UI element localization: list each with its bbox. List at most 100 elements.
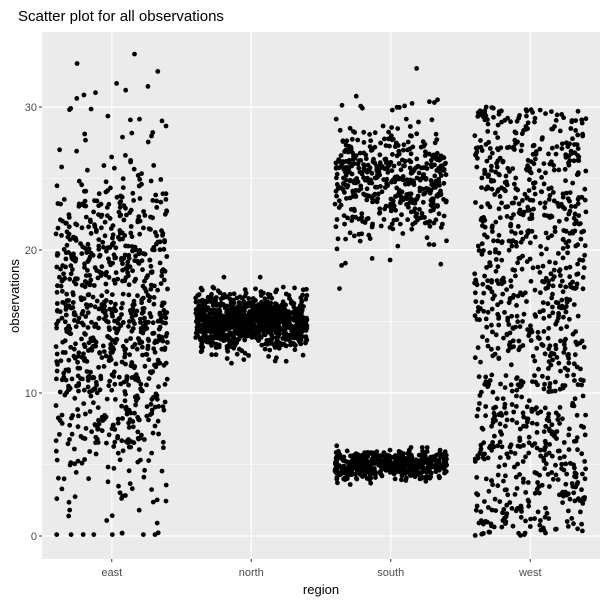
data-point [561,342,567,347]
data-point [242,337,248,343]
data-point [369,170,375,176]
data-point [538,290,543,296]
data-point [126,282,132,288]
data-point [146,458,152,463]
data-point [387,467,392,473]
data-point [521,479,526,485]
data-point [79,460,85,466]
data-point [132,364,138,369]
data-point [364,169,370,175]
data-point [132,342,138,347]
data-point [487,378,493,383]
data-point [86,374,92,379]
data-point [547,381,553,386]
data-point [128,230,134,236]
data-point [336,198,342,204]
data-point [133,247,139,253]
data-point [304,293,310,298]
data-point [287,321,293,327]
data-point [102,233,108,239]
data-point [563,336,568,342]
data-point [570,230,576,236]
data-point [478,359,483,365]
data-point [164,254,170,259]
data-point [431,457,436,462]
data-point [441,457,447,463]
data-point [240,326,246,332]
data-point [402,158,408,164]
data-point [68,532,74,537]
data-point [472,271,478,277]
data-point [162,239,168,245]
data-point [579,382,584,388]
data-point [92,324,97,329]
data-point [164,376,170,382]
data-point [403,116,409,122]
data-point [431,152,437,158]
data-point [250,296,256,301]
data-point [549,453,555,459]
data-point [550,304,555,310]
data-point [432,162,437,168]
data-point [396,148,402,154]
data-point [287,317,292,323]
data-point [237,322,242,327]
data-point [503,473,508,479]
data-point [53,344,59,349]
data-point [97,350,102,355]
data-point [105,479,111,485]
data-point [157,247,163,253]
data-point [540,135,545,141]
data-point [259,342,265,348]
data-point [565,367,571,373]
data-point [122,278,128,284]
data-point [131,198,137,203]
data-point [353,180,359,186]
data-point [304,323,310,329]
data-point [531,185,537,191]
data-point [343,142,349,148]
data-point [567,190,573,196]
data-point [580,528,585,534]
data-point [526,188,532,193]
data-point [292,285,297,291]
data-point [441,180,447,186]
data-point [556,413,561,418]
data-point [140,267,145,273]
data-point [537,522,543,528]
data-point [335,480,340,486]
data-point [483,413,488,419]
data-point [54,301,60,306]
data-point [79,251,85,256]
data-point [236,336,242,342]
data-point [134,308,140,314]
data-point [541,458,547,464]
data-point [341,213,347,219]
data-point [543,111,548,116]
data-point [491,524,497,530]
data-point [557,267,563,273]
data-point [559,146,565,152]
data-point [135,414,141,420]
data-point [547,313,552,319]
data-point [383,453,389,459]
data-point [545,285,551,290]
data-point [530,110,535,115]
data-point [476,374,482,380]
data-point [545,472,551,477]
data-point [399,477,404,483]
data-point [101,364,107,369]
data-point [575,108,581,114]
data-point [543,452,549,458]
data-point [497,499,503,504]
data-point [472,533,478,538]
data-point [126,324,131,329]
data-point [412,200,418,206]
data-point [115,320,121,326]
data-point [535,509,541,515]
data-point [105,464,111,470]
data-point [68,106,74,111]
data-point [514,486,520,491]
data-point [480,281,486,287]
data-point [126,468,132,474]
